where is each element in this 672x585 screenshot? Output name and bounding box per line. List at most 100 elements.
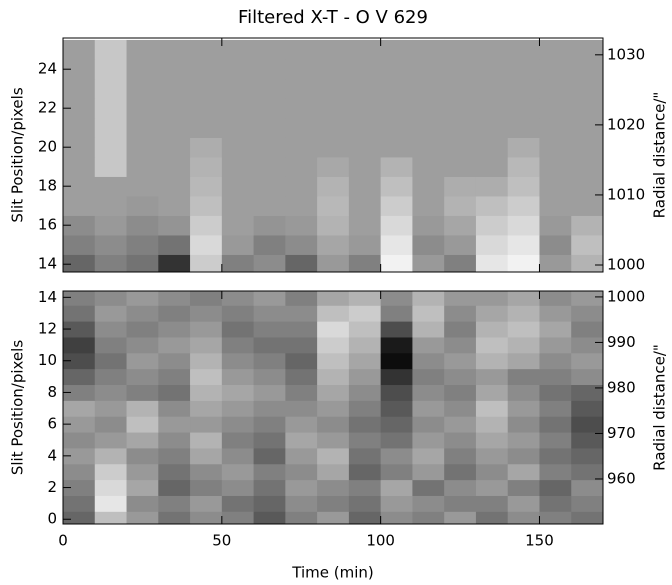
heatmap-cell: [539, 215, 572, 236]
y2-tick-label: 1000: [607, 287, 645, 305]
heatmap-cell: [412, 447, 445, 465]
heatmap-cell: [285, 416, 318, 433]
heatmap-cell: [412, 495, 445, 512]
heatmap-cell: [380, 400, 413, 417]
heatmap-cell: [571, 176, 603, 197]
heatmap-cell: [380, 479, 413, 496]
heatmap-cell: [285, 137, 318, 158]
y-tick-label: 16: [38, 216, 57, 234]
heatmap-cell: [571, 78, 603, 99]
heatmap-cell: [190, 479, 223, 496]
heatmap-cell: [444, 352, 477, 370]
heatmap-cell: [539, 234, 572, 255]
heatmap-cell: [63, 234, 96, 255]
heatmap-cell: [94, 176, 128, 197]
heatmap-cell: [253, 234, 286, 255]
heatmap-cell: [348, 447, 382, 465]
heatmap-cell: [221, 368, 255, 386]
heatmap-cell: [348, 336, 382, 354]
heatmap-cell: [348, 176, 382, 197]
heatmap-cell: [126, 156, 159, 177]
heatmap-cell: [190, 352, 223, 370]
heatmap-cell: [571, 321, 603, 338]
heatmap-cell: [126, 416, 159, 433]
heatmap-cell: [190, 137, 223, 158]
heatmap-cell: [571, 305, 603, 322]
heatmap-cell: [475, 352, 509, 370]
heatmap-cell: [63, 400, 96, 417]
heatmap-cell: [63, 254, 96, 272]
heatmap-cell: [158, 432, 191, 449]
heatmap-cell: [285, 78, 318, 99]
heatmap-cell: [285, 98, 318, 119]
heatmap-cell: [221, 495, 255, 512]
heatmap-cell: [253, 400, 286, 417]
heatmap-cell: [221, 479, 255, 496]
heatmap-cell: [94, 291, 128, 306]
heatmap-cell: [94, 352, 128, 370]
heatmap-cell: [253, 215, 286, 236]
heatmap-cell: [190, 384, 223, 401]
heatmap-cell: [507, 137, 540, 158]
heatmap-cell: [539, 78, 572, 99]
heatmap-cell: [412, 400, 445, 417]
heatmap-cell: [507, 156, 540, 177]
heatmap-cell: [475, 416, 509, 433]
heatmap-cell: [571, 447, 603, 465]
heatmap-cell: [444, 384, 477, 401]
heatmap-cell: [348, 291, 382, 306]
heatmap-cell: [63, 416, 96, 433]
y-tick-label: 12: [38, 320, 57, 338]
heatmap-cell: [158, 98, 191, 119]
heatmap-cell: [412, 39, 445, 60]
heatmap-cell: [253, 432, 286, 449]
heatmap-cell: [63, 463, 96, 481]
heatmap-cell: [63, 78, 96, 99]
heatmap-cell: [571, 156, 603, 177]
heatmap-cell: [444, 117, 477, 138]
heatmap-cell: [571, 234, 603, 255]
heatmap-cell: [380, 447, 413, 465]
heatmap-cell: [412, 368, 445, 386]
heatmap-cell: [190, 156, 223, 177]
heatmap-cell: [285, 336, 318, 354]
heatmap-cell: [507, 39, 540, 60]
heatmap-cell: [126, 368, 159, 386]
heatmap-cell: [94, 117, 128, 138]
heatmap-cell: [571, 479, 603, 496]
heatmap-cell: [380, 176, 413, 197]
heatmap-cell: [221, 137, 255, 158]
heatmap-cell: [317, 336, 350, 354]
heatmap-cell: [158, 117, 191, 138]
heatmap-cell: [285, 400, 318, 417]
heatmap-cell: [539, 432, 572, 449]
heatmap-cell: [221, 291, 255, 306]
heatmap-cell: [285, 463, 318, 481]
heatmap-cell: [158, 416, 191, 433]
heatmap-cell: [475, 137, 509, 158]
heatmap-cell: [221, 98, 255, 119]
heatmap-cell: [253, 495, 286, 512]
heatmap-cell: [126, 59, 159, 80]
heatmap-cell: [380, 495, 413, 512]
heatmap-cell: [475, 195, 509, 216]
heatmap-cell: [158, 59, 191, 80]
heatmap-cell: [63, 195, 96, 216]
x-tick-label: 100: [366, 532, 395, 550]
heatmap-cell: [507, 321, 540, 338]
heatmap-cell: [126, 321, 159, 338]
heatmap: [63, 291, 603, 524]
y-tick-label: 2: [47, 478, 57, 496]
heatmap-cell: [221, 39, 255, 60]
heatmap-cell: [317, 156, 350, 177]
heatmap-cell: [253, 384, 286, 401]
heatmap-cell: [221, 432, 255, 449]
heatmap-cell: [63, 176, 96, 197]
heatmap-cell: [221, 305, 255, 322]
heatmap-cell: [94, 59, 128, 80]
heatmap-cell: [539, 447, 572, 465]
heatmap-cell: [221, 447, 255, 465]
heatmap-cell: [317, 137, 350, 158]
heatmap-cell: [317, 352, 350, 370]
heatmap-cell: [63, 495, 96, 512]
